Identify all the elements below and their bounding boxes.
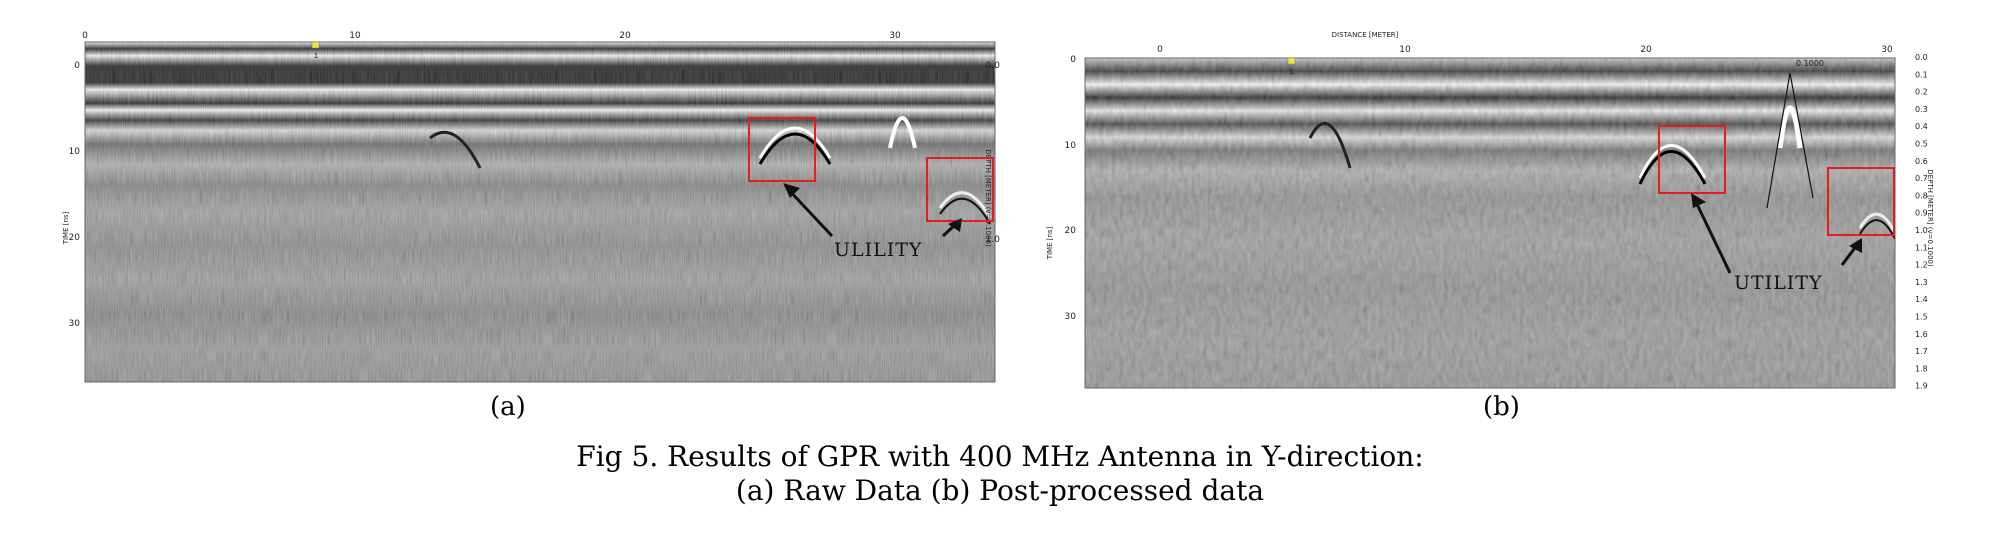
top-tick: 30 bbox=[1881, 45, 1893, 55]
depth-tick: 0.1 bbox=[1915, 70, 1928, 79]
left-tick: 10 bbox=[1065, 141, 1077, 151]
radargram-a bbox=[85, 42, 995, 382]
depth-tick: 0.0 bbox=[1915, 53, 1928, 62]
depth-tick: 1.6 bbox=[1915, 330, 1928, 339]
left-tick: 30 bbox=[69, 319, 81, 329]
right-tick: 0.0 bbox=[986, 61, 1000, 71]
top-tick: 20 bbox=[1640, 45, 1652, 55]
depth-tick: 0.8 bbox=[1915, 191, 1928, 200]
velocity-label: 0.1000 bbox=[1796, 59, 1824, 68]
top-tick: 0 bbox=[82, 31, 88, 41]
depth-tick: 1.1 bbox=[1915, 243, 1928, 252]
depth-tick: 0.6 bbox=[1915, 157, 1928, 166]
depth-tick: 0.7 bbox=[1915, 174, 1928, 183]
left-axis-a: 0 10 20 30 TIME [ns] bbox=[62, 61, 80, 329]
arrow-to-box-1 bbox=[1691, 193, 1732, 274]
time-axis-label: TIME [ns] bbox=[1046, 226, 1054, 260]
depth-tick: 1.4 bbox=[1915, 295, 1928, 304]
utility-box-1 bbox=[748, 117, 816, 182]
distance-axis-title: DISTANCE [METER] bbox=[1332, 31, 1399, 39]
left-axis-b: 0 10 20 30 TIME [ns] bbox=[1046, 55, 1076, 322]
radargram-b bbox=[1085, 58, 1897, 388]
depth-tick: 0.5 bbox=[1915, 140, 1928, 149]
subfigure-label-b: (b) bbox=[1483, 392, 1520, 422]
top-tick: 20 bbox=[619, 31, 631, 41]
left-tick: 10 bbox=[69, 147, 81, 157]
right-axis-a: 0.0 1.0 DEPTH [METER] (v=0.1000) bbox=[984, 61, 1000, 247]
right-axis-b: 0.0 0.1 0.2 0.3 0.4 0.5 0.6 0.7 0.8 0.9 1.0 1.1 1.2 1… bbox=[1915, 53, 1928, 391]
depth-tick: 1.3 bbox=[1915, 278, 1928, 287]
depth-tick: 1.9 bbox=[1915, 382, 1928, 391]
depth-tick: 0.3 bbox=[1915, 105, 1928, 114]
arrow-to-box-2 bbox=[941, 218, 962, 238]
top-axis-a: 0 10 20 30 bbox=[82, 31, 901, 41]
utility-label-a: ULILITY bbox=[834, 239, 922, 261]
depth-tick: 1.8 bbox=[1915, 364, 1928, 373]
depth-axis-label: DEPTH [METER] (v=0.1000) bbox=[1926, 169, 1934, 267]
depth-tick: 0.4 bbox=[1915, 122, 1928, 131]
left-tick: 20 bbox=[1065, 226, 1077, 236]
figure-panel-b: DISTANCE [METER] 0 10 20 30 0 10 20 30 T… bbox=[1040, 28, 1960, 398]
left-tick: 0 bbox=[1070, 55, 1076, 65]
subfigure-label-a: (a) bbox=[490, 392, 526, 422]
depth-tick: 1.7 bbox=[1915, 347, 1928, 356]
arrow-to-box-1 bbox=[783, 183, 834, 238]
depth-tick: 1.5 bbox=[1915, 313, 1928, 322]
svg-text:1: 1 bbox=[314, 52, 318, 60]
left-tick: 0 bbox=[74, 61, 80, 71]
utility-box-2 bbox=[1827, 167, 1895, 236]
utility-box-1 bbox=[1658, 125, 1726, 194]
arrow-to-box-2 bbox=[1840, 238, 1862, 266]
figure-caption-line-1: Fig 5. Results of GPR with 400 MHz Anten… bbox=[576, 440, 1424, 473]
depth-tick: 0.2 bbox=[1915, 88, 1928, 97]
top-tick: 10 bbox=[349, 31, 361, 41]
depth-tick: 1.0 bbox=[1915, 226, 1928, 235]
depth-tick: 1.2 bbox=[1915, 261, 1928, 270]
marker-flag-a: 1 bbox=[311, 41, 320, 60]
top-tick: 0 bbox=[1157, 45, 1163, 55]
top-tick: 10 bbox=[1399, 45, 1411, 55]
time-axis-label: TIME [ns] bbox=[62, 211, 70, 245]
plot-frame-a bbox=[84, 41, 996, 383]
figure-caption-line-2: (a) Raw Data (b) Post-processed data bbox=[735, 474, 1265, 507]
left-tick: 20 bbox=[69, 233, 81, 243]
depth-tick: 0.9 bbox=[1915, 209, 1928, 218]
velocity-fit-hyperbola: 0.1000 bbox=[1766, 59, 1824, 209]
depth-axis-label: DEPTH [METER] (v=0.1000) bbox=[984, 149, 992, 247]
marker-flag-b: 1 bbox=[1287, 57, 1296, 76]
utility-label-b: UTILITY bbox=[1734, 272, 1823, 294]
right-tick: 1.0 bbox=[986, 235, 1000, 245]
svg-text:1: 1 bbox=[1290, 68, 1294, 76]
top-tick: 30 bbox=[889, 31, 901, 41]
top-axis-b: 0 10 20 30 bbox=[1157, 45, 1893, 55]
figure-panel-a: 0 10 20 30 0 10 20 30 TIME [ns] 0.0 1.0 … bbox=[60, 28, 1000, 398]
left-tick: 30 bbox=[1065, 312, 1077, 322]
